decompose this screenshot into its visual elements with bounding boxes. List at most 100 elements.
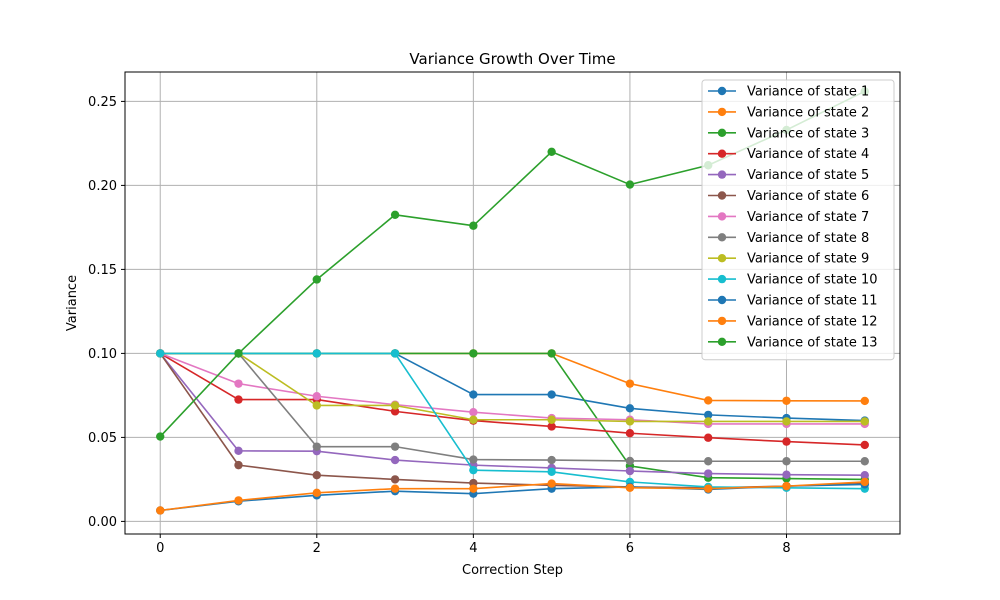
legend-label: Variance of state 3 [747,126,869,141]
data-point [625,404,635,413]
data-point [547,455,556,465]
x-tick-label: 0 [156,541,164,556]
data-point [782,417,791,426]
data-point [860,477,869,487]
legend-item: Variance of state 7 [708,210,869,225]
data-point [625,417,635,426]
legend-item: Variance of state 1 [708,85,869,100]
legend-label: Variance of state 10 [747,273,878,288]
legend-label: Variance of state 6 [747,189,869,204]
data-point [234,395,243,404]
legend-item: Variance of state 4 [708,147,869,162]
legend-marker [717,212,727,221]
data-point [234,496,243,505]
data-point [234,446,243,456]
y-tick-label: 0.20 [88,179,117,194]
data-point [469,408,478,417]
legend-marker [717,274,727,284]
data-point [156,506,165,515]
data-point [704,484,713,493]
data-point [469,465,478,475]
legend-label: Variance of state 9 [747,252,869,267]
y-axis-label: Variance [65,275,80,331]
data-point [312,275,321,284]
data-point [547,415,556,424]
data-point [312,349,321,358]
data-point [312,401,321,410]
x-tick-label: 8 [782,541,790,556]
data-point [860,440,869,450]
data-point [782,437,791,446]
series-line [160,352,865,423]
data-point [860,396,869,406]
data-point [390,455,400,465]
legend-marker [717,316,727,326]
data-point [547,467,556,477]
legend-label: Variance of state 13 [747,335,878,350]
legend-marker [717,233,727,242]
data-point [547,422,556,431]
legend-label: Variance of state 7 [747,210,869,225]
data-point [390,475,400,484]
chart-title: Variance Growth Over Time [409,50,615,68]
data-point [704,469,713,478]
data-point [860,457,869,466]
data-point [625,483,635,492]
data-point [469,455,478,464]
legend-marker [717,107,727,117]
legend-label: Variance of state 8 [747,231,869,246]
data-point [625,429,635,438]
data-point [782,396,791,405]
plot-frame [124,71,901,535]
data-point [390,401,400,410]
legend-item: Variance of state 9 [708,252,869,267]
y-tick-label: 0.10 [88,347,117,362]
data-point [390,349,400,358]
legend-label: Variance of state 2 [747,105,869,120]
series-line [159,352,865,476]
legend-item: Variance of state 13 [708,335,878,350]
data-point [860,471,869,480]
data-point [782,457,791,466]
data-point [704,417,713,426]
legend: Variance of state 1 Variance of state 2 Va… [701,79,895,361]
data-point [704,410,713,420]
legend-item: Variance of state 3 [708,126,869,141]
legend-marker [717,254,727,263]
data-point [704,396,713,405]
legend-marker [717,191,727,200]
data-point [312,392,321,401]
data-point [312,442,321,451]
x-tick-label: 6 [626,541,634,556]
legend-label: Variance of state 5 [747,168,869,183]
data-point [547,479,556,488]
legend-marker [717,86,727,96]
data-point [234,460,243,470]
data-point [469,390,478,399]
data-point [234,349,243,358]
series-5 [156,349,869,480]
data-point [156,349,165,358]
legend-item: Variance of state 6 [708,189,869,204]
legend-item: Variance of state 2 [708,105,869,120]
legend-marker [717,295,727,305]
data-point [547,147,556,156]
y-tick-label: 0.25 [88,95,117,110]
legend-item: Variance of state 11 [708,294,878,309]
x-axis-label: Correction Step [462,563,563,578]
series-line [160,352,865,463]
data-point [625,180,635,189]
data-point [390,407,400,416]
data-point [156,432,165,441]
y-tick-label: 0.00 [88,515,117,530]
data-point [390,442,400,451]
data-point [704,457,713,466]
legend-marker [717,128,727,137]
data-point [390,210,400,219]
legend-label: Variance of state 4 [747,147,869,162]
data-point [312,488,321,498]
ticks: 0 2 4 6 8 0.00 0.05 0.10 0.15 0.20 0.25 [88,95,791,556]
series-line [160,481,865,512]
legend-label: Variance of state 12 [747,314,878,329]
